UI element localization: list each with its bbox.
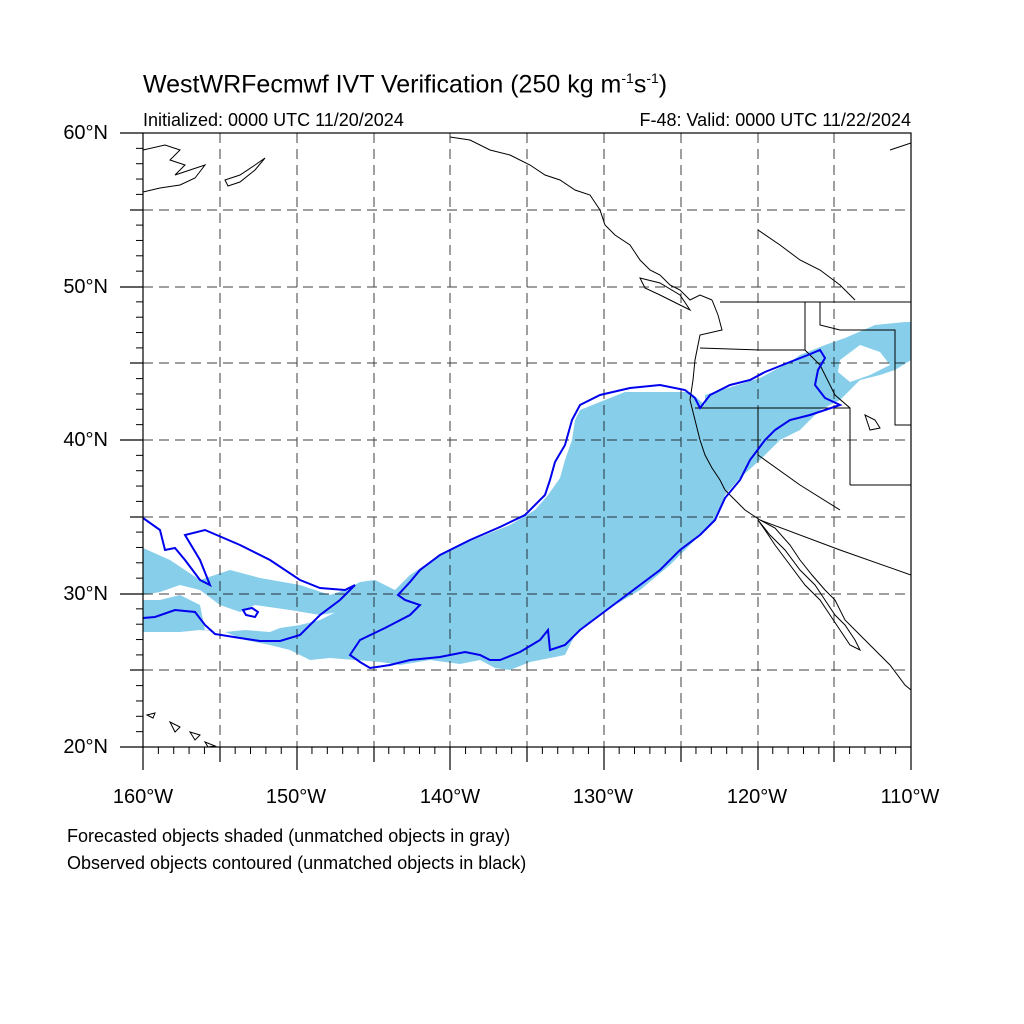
alaska-southeast-coast: [449, 136, 713, 301]
legend-note-forecast: Forecasted objects shaded (unmatched obj…: [67, 826, 511, 846]
baja-california: [757, 519, 862, 652]
state-border-ca-nv: [757, 408, 841, 511]
canada-interior-border: [757, 229, 856, 301]
lon-label-160w: 160°W: [112, 786, 174, 808]
northeast-corner-coast: [889, 142, 911, 151]
us-west-coast: [689, 299, 911, 691]
lat-label-60: 60°N: [63, 122, 108, 144]
lon-label-130w: 130°W: [572, 786, 634, 808]
lat-label-20: 20°N: [63, 736, 108, 758]
observed-object-small: [241, 606, 260, 619]
graticule: [143, 133, 911, 747]
state-border-mt: [819, 302, 911, 426]
state-border-or-wa: [699, 347, 805, 351]
forecast-object-west-band: [143, 548, 365, 615]
lat-label-30: 30°N: [63, 583, 108, 605]
state-border-mx: [759, 519, 911, 576]
lat-label-40: 40°N: [63, 429, 108, 451]
vancouver-island: [639, 277, 692, 312]
hawaii-islands: [145, 712, 217, 747]
state-border-id: [804, 302, 851, 485]
minor-ticks: [136, 147, 897, 754]
coastlines: [143, 136, 911, 747]
observed-object-main: [143, 348, 843, 670]
map-title: WestWRFecmwf IVT Verification (250 kg m-…: [143, 70, 668, 99]
lon-label-150w: 150°W: [265, 786, 327, 808]
alaska-islands: [224, 157, 266, 187]
forecast-object-main: [143, 322, 911, 670]
initialized-time: Initialized: 0000 UTC 11/20/2024: [143, 110, 404, 130]
lat-label-50: 50°N: [63, 276, 108, 298]
lon-label-120w: 120°W: [726, 786, 788, 808]
map-frame: [120, 132, 912, 770]
lon-label-140w: 140°W: [419, 786, 481, 808]
channel-islands: [864, 414, 881, 431]
observed-objects: [143, 348, 843, 670]
legend-note-observed: Observed objects contoured (unmatched ob…: [67, 853, 527, 873]
lon-label-110w: 110°W: [880, 786, 940, 808]
valid-time: F-48: Valid: 0000 UTC 11/22/2024: [639, 110, 912, 130]
alaska-peninsula-coast: [143, 144, 207, 193]
